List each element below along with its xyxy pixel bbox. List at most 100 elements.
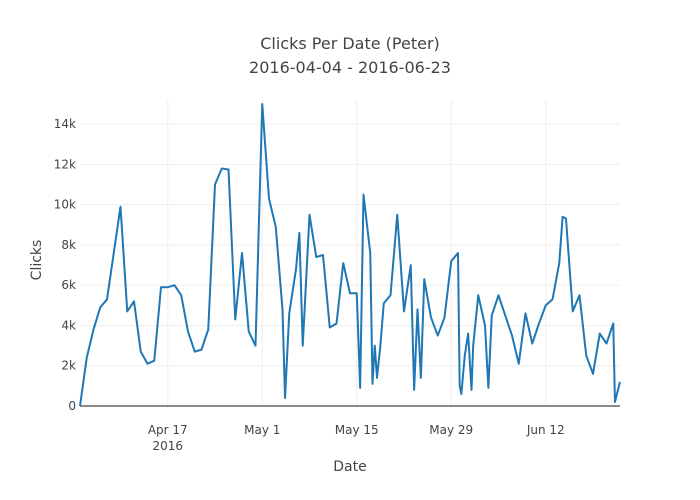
data-point[interactable]: [502, 312, 508, 318]
gridlines: [80, 100, 620, 406]
data-point[interactable]: [563, 216, 569, 222]
data-point[interactable]: [590, 371, 596, 377]
data-point[interactable]: [612, 399, 618, 405]
data-point[interactable]: [104, 296, 110, 302]
data-point[interactable]: [320, 252, 326, 258]
y-tick-label: 12k: [54, 157, 76, 171]
data-point[interactable]: [465, 331, 471, 337]
data-point[interactable]: [458, 391, 464, 397]
data-point[interactable]: [455, 250, 461, 256]
data-point[interactable]: [556, 260, 562, 266]
data-point[interactable]: [442, 314, 448, 320]
data-point[interactable]: [313, 254, 319, 260]
data-point[interactable]: [239, 250, 245, 256]
data-point[interactable]: [370, 381, 376, 387]
data-point[interactable]: [232, 316, 238, 322]
x-tick-label: Jun 12: [526, 423, 565, 437]
data-point[interactable]: [543, 302, 549, 308]
data-point[interactable]: [118, 204, 124, 210]
data-point[interactable]: [462, 353, 468, 359]
data-point[interactable]: [469, 387, 475, 393]
data-point[interactable]: [165, 284, 171, 290]
data-point[interactable]: [296, 230, 302, 236]
data-point[interactable]: [124, 308, 130, 314]
data-point[interactable]: [111, 250, 117, 256]
data-point[interactable]: [604, 341, 610, 347]
data-point[interactable]: [428, 314, 434, 320]
data-point[interactable]: [307, 212, 313, 218]
data-point[interactable]: [415, 306, 421, 312]
data-point[interactable]: [408, 262, 414, 268]
data-point[interactable]: [347, 290, 353, 296]
data-point[interactable]: [91, 327, 97, 333]
data-point[interactable]: [418, 375, 424, 381]
data-point[interactable]: [246, 329, 252, 335]
data-point[interactable]: [286, 310, 292, 316]
data-point[interactable]: [361, 192, 367, 198]
data-point[interactable]: [509, 333, 515, 339]
data-point[interactable]: [84, 355, 90, 361]
data-point[interactable]: [411, 387, 417, 393]
data-point[interactable]: [489, 312, 495, 318]
data-point[interactable]: [401, 308, 407, 314]
data-point[interactable]: [367, 250, 373, 256]
data-point[interactable]: [435, 333, 441, 339]
data-point[interactable]: [617, 379, 623, 385]
data-point[interactable]: [394, 212, 400, 218]
data-point[interactable]: [583, 353, 589, 359]
data-point[interactable]: [205, 327, 211, 333]
data-point[interactable]: [482, 322, 488, 328]
data-point[interactable]: [253, 343, 259, 349]
data-point[interactable]: [158, 284, 164, 290]
data-point[interactable]: [357, 385, 363, 391]
data-point[interactable]: [340, 260, 346, 266]
data-point[interactable]: [259, 101, 265, 107]
data-point[interactable]: [199, 347, 205, 353]
y-axis-title: Clicks: [29, 240, 45, 281]
data-point[interactable]: [282, 395, 288, 401]
data-point[interactable]: [212, 182, 218, 188]
data-point[interactable]: [138, 349, 144, 355]
data-point[interactable]: [496, 292, 502, 298]
x-tick-label: May 29: [429, 423, 473, 437]
data-point[interactable]: [421, 276, 427, 282]
data-point[interactable]: [334, 320, 340, 326]
data-point[interactable]: [327, 324, 333, 330]
data-point[interactable]: [145, 361, 151, 367]
data-point[interactable]: [372, 343, 378, 349]
data-point[interactable]: [597, 331, 603, 337]
data-point[interactable]: [77, 403, 83, 409]
data-point[interactable]: [577, 292, 583, 298]
data-point[interactable]: [374, 375, 380, 381]
data-point[interactable]: [457, 383, 463, 389]
data-point[interactable]: [293, 266, 299, 272]
data-point[interactable]: [475, 292, 481, 298]
data-point[interactable]: [610, 320, 616, 326]
data-point[interactable]: [354, 290, 360, 296]
data-point[interactable]: [151, 358, 157, 364]
data-point[interactable]: [448, 258, 454, 264]
data-point[interactable]: [97, 304, 103, 310]
data-point[interactable]: [172, 282, 178, 288]
data-point[interactable]: [377, 343, 383, 349]
data-point[interactable]: [280, 306, 286, 312]
data-point[interactable]: [516, 361, 522, 367]
data-point[interactable]: [131, 298, 137, 304]
data-point[interactable]: [470, 343, 476, 349]
data-point[interactable]: [178, 292, 184, 298]
data-point[interactable]: [381, 300, 387, 306]
data-point[interactable]: [536, 320, 542, 326]
data-point[interactable]: [226, 166, 232, 172]
data-point[interactable]: [529, 341, 535, 347]
data-point[interactable]: [570, 308, 576, 314]
data-point[interactable]: [388, 292, 394, 298]
data-point[interactable]: [550, 296, 556, 302]
data-point[interactable]: [485, 385, 491, 391]
data-point[interactable]: [300, 343, 306, 349]
data-point[interactable]: [523, 310, 529, 316]
data-point[interactable]: [266, 196, 272, 202]
data-point[interactable]: [185, 329, 191, 335]
data-point[interactable]: [273, 224, 279, 230]
data-point[interactable]: [192, 349, 198, 355]
data-point[interactable]: [219, 165, 225, 171]
